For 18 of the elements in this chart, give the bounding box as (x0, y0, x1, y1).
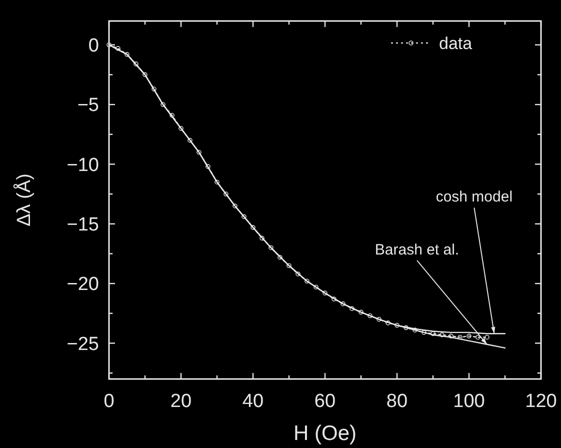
annotation: cosh model (436, 188, 513, 206)
y-tick-label: −20 (66, 274, 99, 296)
y-axis-title: Δλ (Å) (13, 174, 35, 226)
x-tick-label: 20 (170, 391, 192, 412)
legend-label: data (439, 34, 473, 53)
y-tick-label: −10 (66, 154, 99, 176)
x-tick-label: 0 (104, 391, 114, 412)
x-tick-label: 100 (453, 391, 485, 412)
x-tick-label: 120 (525, 391, 557, 412)
x-axis-title: H (Oe) (294, 422, 356, 445)
y-tick-label: −15 (66, 214, 99, 236)
y-tick-label: −25 (66, 334, 99, 355)
x-tick-label: 40 (242, 391, 264, 412)
x-tick-label: 60 (314, 391, 336, 412)
y-tick-label: 0 (88, 36, 99, 57)
y-tick-label: −5 (77, 95, 99, 116)
x-tick-label: 80 (386, 391, 408, 412)
annotation: Barash et al. (374, 241, 460, 258)
